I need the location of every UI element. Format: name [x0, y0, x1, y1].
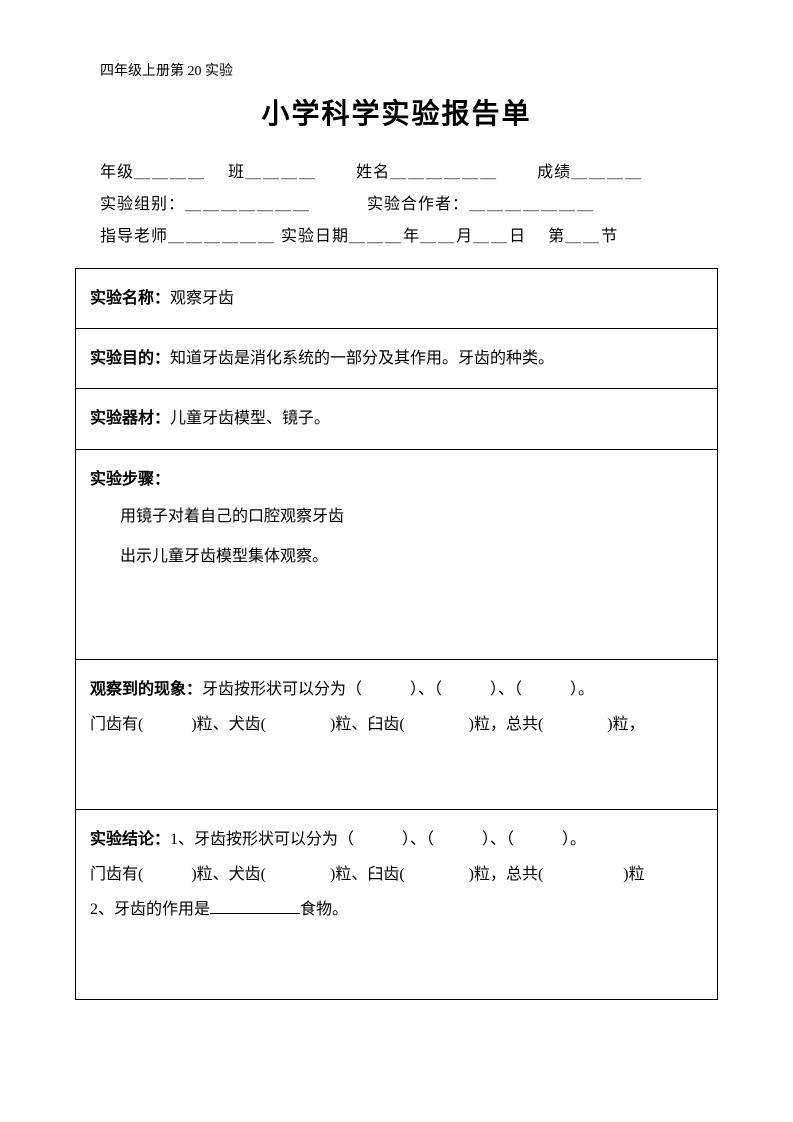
- month-blank: ＿＿: [420, 228, 456, 245]
- observation-label: 观察到的现象：: [90, 681, 202, 698]
- row-observation: 观察到的现象：牙齿按形状可以分为（ ）、（ ）、（ ）。 门齿有( )粒、犬齿(…: [76, 659, 718, 809]
- steps-label: 实验步骤：: [90, 471, 170, 488]
- row-purpose: 实验目的：知道牙齿是消化系统的一部分及其作用。牙齿的种类。: [76, 329, 718, 389]
- purpose-label: 实验目的：: [90, 350, 170, 367]
- purpose-value: 知道牙齿是消化系统的一部分及其作用。牙齿的种类。: [170, 350, 554, 367]
- experiment-name-label: 实验名称：: [90, 290, 170, 307]
- day-blank: ＿＿: [473, 228, 509, 245]
- period-label: 第: [548, 228, 565, 245]
- grade-blank: ＿＿＿＿: [134, 164, 206, 181]
- period-suffix: 节: [601, 228, 618, 245]
- class-blank: ＿＿＿＿: [245, 164, 317, 181]
- info-line-3: 指导老师＿＿＿＿＿＿ 实验日期＿＿＿年＿＿月＿＿日 第＿＿节: [100, 221, 708, 253]
- info-line-1: 年级＿＿＿＿ 班＿＿＿＿ 姓名＿＿＿＿＿＿ 成绩＿＿＿＿: [100, 157, 708, 189]
- score-label: 成绩: [537, 164, 571, 181]
- experiment-name-value: 观察牙齿: [170, 290, 234, 307]
- group-blank: ＿＿＿＿＿＿＿: [185, 196, 311, 213]
- group-label: 实验组别：: [100, 196, 185, 213]
- experiment-form-table: 实验名称：观察牙齿 实验目的：知道牙齿是消化系统的一部分及其作用。牙齿的种类。 …: [75, 268, 718, 1000]
- info-line-2: 实验组别：＿＿＿＿＿＿＿ 实验合作者：＿＿＿＿＿＿＿: [100, 189, 708, 221]
- materials-value: 儿童牙齿模型、镜子。: [170, 410, 330, 427]
- conclusion-text-1: 1、牙齿按形状可以分为（ ）、（ ）、（ ）。: [170, 831, 586, 848]
- year-label: 年: [403, 228, 420, 245]
- name-label: 姓名: [356, 164, 390, 181]
- conclusion-3-prefix: 2、牙齿的作用是: [90, 901, 210, 918]
- month-label: 月: [456, 228, 473, 245]
- step-1: 用镜子对着自己的口腔观察牙齿: [120, 497, 703, 537]
- info-block: 年级＿＿＿＿ 班＿＿＿＿ 姓名＿＿＿＿＿＿ 成绩＿＿＿＿ 实验组别：＿＿＿＿＿＿…: [100, 157, 708, 253]
- name-blank: ＿＿＿＿＿＿: [390, 164, 498, 181]
- step-2: 出示儿童牙齿模型集体观察。: [120, 537, 703, 577]
- score-blank: ＿＿＿＿: [571, 164, 643, 181]
- conclusion-label: 实验结论：: [90, 831, 170, 848]
- row-conclusion: 实验结论：1、牙齿按形状可以分为（ ）、（ ）、（ ）。 门齿有( )粒、犬齿(…: [76, 809, 718, 999]
- row-experiment-name: 实验名称：观察牙齿: [76, 269, 718, 329]
- observation-text-2: 门齿有( )粒、犬齿( )粒、臼齿( )粒，总共( )粒，: [90, 707, 703, 742]
- conclusion-3-blank: [210, 898, 300, 914]
- date-label: 实验日期: [281, 228, 349, 245]
- class-label: 班: [228, 164, 245, 181]
- teacher-label: 指导老师: [100, 228, 168, 245]
- year-blank: ＿＿＿: [349, 228, 403, 245]
- conclusion-text-2: 门齿有( )粒、犬齿( )粒、臼齿( )粒，总共( )粒: [90, 857, 703, 892]
- row-steps: 实验步骤： 用镜子对着自己的口腔观察牙齿 出示儿童牙齿模型集体观察。: [76, 449, 718, 659]
- period-blank: ＿＿: [565, 228, 601, 245]
- grade-label: 年级: [100, 164, 134, 181]
- partner-blank: ＿＿＿＿＿＿＿: [469, 196, 595, 213]
- header-note: 四年级上册第 20 实验: [100, 60, 718, 80]
- teacher-blank: ＿＿＿＿＿＿: [168, 228, 276, 245]
- conclusion-3-suffix: 食物。: [300, 901, 348, 918]
- page-title: 小学科学实验报告单: [75, 92, 718, 132]
- day-label: 日: [509, 228, 526, 245]
- row-materials: 实验器材：儿童牙齿模型、镜子。: [76, 389, 718, 449]
- materials-label: 实验器材：: [90, 410, 170, 427]
- conclusion-text-3: 2、牙齿的作用是 食物。: [90, 892, 703, 927]
- partner-label: 实验合作者：: [367, 196, 469, 213]
- observation-text-1: 牙齿按形状可以分为（ ）、（ ）、（ ）。: [202, 681, 594, 698]
